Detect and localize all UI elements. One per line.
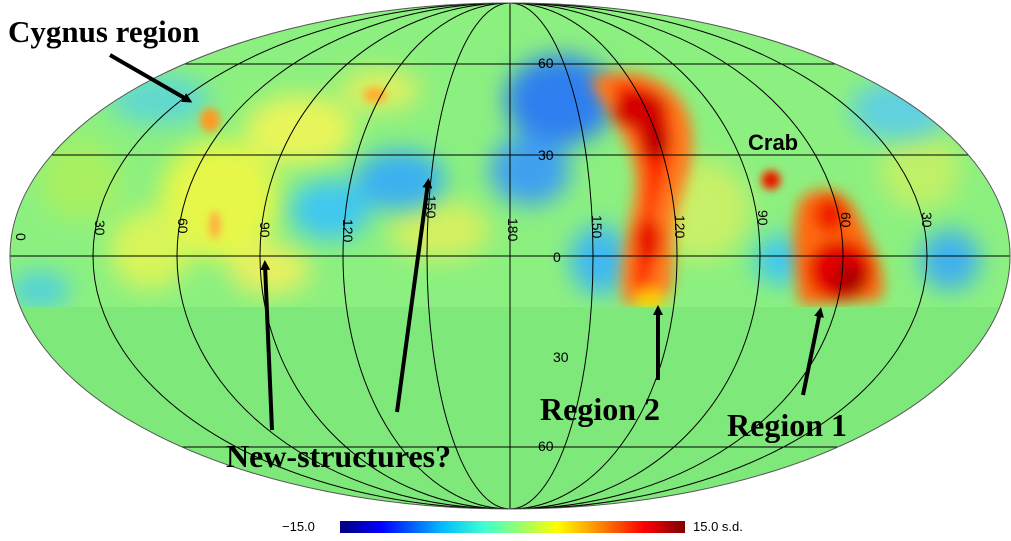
new-structures-arrow-1: [260, 260, 274, 431]
new-structures-arrow-2: [395, 178, 433, 413]
latitude-labels: 60 30 0 30 60: [538, 55, 569, 454]
region1-label: Region 1: [727, 407, 847, 443]
lon-label-0: 0: [13, 233, 29, 241]
lat-label-30-north: 30: [538, 147, 554, 163]
lat-label-60-north: 60: [538, 55, 554, 71]
map-outline: [9, 2, 1011, 510]
lon-label-60b: 60: [838, 212, 854, 228]
lon-label-120b: 120: [672, 215, 688, 239]
region2-label: Region 2: [540, 391, 660, 427]
lon-label-180: 180: [505, 218, 521, 242]
lon-label-30b: 30: [919, 212, 935, 228]
crab-label: Crab: [748, 130, 798, 155]
lon-label-30: 30: [92, 220, 108, 236]
lon-label-90b: 90: [755, 210, 771, 226]
lon-label-120: 120: [340, 219, 356, 243]
lon-label-150b: 150: [589, 215, 605, 239]
new-structures-label: New-structures?: [226, 438, 451, 474]
region1-arrow: [801, 307, 824, 396]
colorbar-gradient: [340, 521, 685, 533]
lon-label-90: 90: [257, 222, 273, 238]
lon-label-60: 60: [175, 218, 191, 234]
longitude-labels: 0 30 60 90 120 150 180 150 120 90 60 30: [13, 195, 935, 243]
lat-label-0: 0: [553, 249, 561, 265]
colorbar: −15.0 15.0 s.d.: [282, 519, 743, 534]
annotation-arrows: [109, 53, 824, 431]
lat-label-60-south: 60: [538, 438, 554, 454]
lat-label-30-south: 30: [553, 349, 569, 365]
cygnus-arrow: [109, 53, 193, 103]
colorbar-min-label: −15.0: [282, 519, 315, 534]
colorbar-max-label: 15.0 s.d.: [693, 519, 743, 534]
cygnus-region-label: Cygnus region: [8, 14, 200, 49]
